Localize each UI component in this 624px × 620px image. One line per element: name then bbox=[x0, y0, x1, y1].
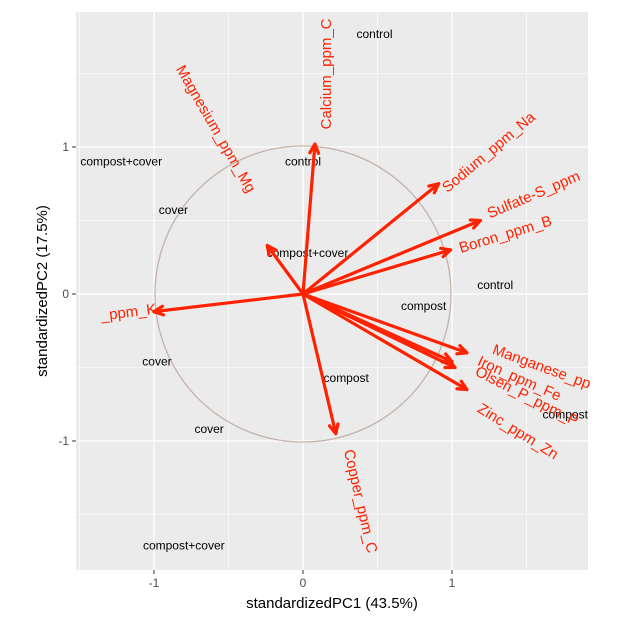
loading-arrow bbox=[301, 182, 441, 296]
y-axis-ticks: -1 0 1 bbox=[58, 140, 76, 448]
y-tick-label: 1 bbox=[62, 140, 69, 154]
x-tick-label: 0 bbox=[300, 576, 307, 590]
loading-arrow bbox=[301, 218, 482, 296]
loading-arrow bbox=[301, 246, 453, 296]
loading-arrow bbox=[301, 292, 469, 356]
loading-arrows bbox=[152, 142, 482, 436]
loading-arrow bbox=[152, 292, 305, 317]
loading-arrow bbox=[265, 243, 305, 296]
observation-label: control bbox=[357, 27, 393, 41]
observation-label: compost bbox=[401, 299, 447, 313]
observation-label: cover bbox=[159, 203, 188, 217]
minor-gridlines bbox=[76, 12, 588, 570]
x-tick-label: -1 bbox=[149, 576, 160, 590]
loading-arrow bbox=[301, 292, 469, 392]
y-axis-title: standardizedPC2 (17.5%) bbox=[34, 205, 51, 377]
observation-label: control bbox=[477, 278, 513, 292]
x-axis-ticks: -1 0 1 bbox=[149, 570, 456, 590]
loading-arrow bbox=[301, 142, 321, 296]
observation-labels: control compost+cover control cover compost+… bbox=[80, 27, 588, 553]
y-tick-label: 0 bbox=[62, 287, 69, 301]
observation-label: cover bbox=[194, 422, 223, 436]
loading-label: Calcium_ppm_C bbox=[318, 18, 335, 129]
loading-arrow bbox=[301, 292, 457, 370]
y-tick-label: -1 bbox=[58, 434, 69, 448]
panel-background bbox=[76, 12, 588, 570]
loading-arrow bbox=[301, 292, 340, 436]
x-tick-label: 1 bbox=[449, 576, 456, 590]
observation-label: control bbox=[285, 155, 321, 169]
observation-label: compost bbox=[324, 371, 370, 385]
correlation-circle bbox=[154, 145, 452, 443]
observation-label: compost+cover bbox=[143, 538, 225, 552]
loading-label: _ppm_K bbox=[99, 301, 158, 325]
observation-label: compost+cover bbox=[80, 155, 162, 169]
observation-label: compost bbox=[543, 408, 589, 422]
observation-label: cover bbox=[142, 355, 171, 369]
x-axis-title: standardizedPC1 (43.5%) bbox=[246, 595, 418, 612]
